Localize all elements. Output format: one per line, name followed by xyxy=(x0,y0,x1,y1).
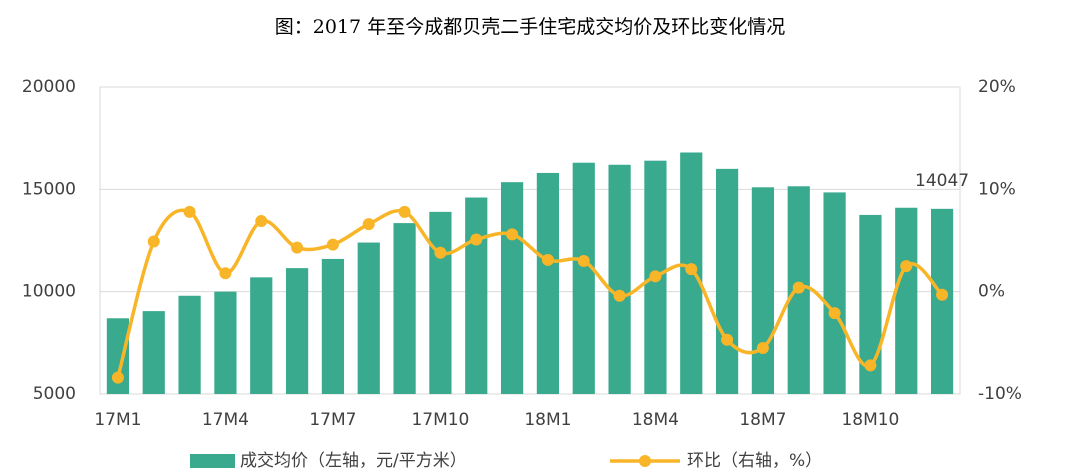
line-point xyxy=(721,333,734,346)
bar xyxy=(321,258,345,394)
y-tick-label: 5000 xyxy=(33,384,76,404)
bar xyxy=(608,164,631,394)
line-point xyxy=(398,205,411,218)
line-point xyxy=(828,307,841,320)
bar xyxy=(823,192,846,394)
bar xyxy=(357,242,380,394)
y-tick-label: 15000 xyxy=(22,179,76,199)
line-point xyxy=(183,205,196,218)
bar xyxy=(106,318,130,394)
data-label: 14047 xyxy=(915,171,969,191)
y-tick-label: 10000 xyxy=(22,282,76,302)
x-tick-label: 17M4 xyxy=(202,410,249,430)
y2-tick-label: 0% xyxy=(978,282,1005,302)
line-point xyxy=(936,288,949,301)
chart-title: 图：2017 年至今成都贝壳二手住宅成交均价及环比变化情况 xyxy=(275,16,785,38)
legend-label: 环比（右轴，%） xyxy=(687,451,822,471)
line-point xyxy=(613,289,626,302)
line-point xyxy=(147,235,160,248)
line-point xyxy=(111,371,124,384)
x-tick-label: 17M10 xyxy=(411,410,469,430)
line-point xyxy=(326,238,339,251)
line-point xyxy=(434,246,447,259)
line-point xyxy=(756,341,769,354)
bar xyxy=(465,197,488,394)
line xyxy=(116,208,944,379)
x-tick-label: 17M1 xyxy=(94,410,141,430)
bar xyxy=(178,295,201,394)
line-point xyxy=(506,228,519,241)
line-point xyxy=(685,263,698,276)
line-point xyxy=(255,215,268,228)
bar xyxy=(895,207,918,394)
bar xyxy=(536,172,560,394)
bar xyxy=(285,268,309,394)
line-point xyxy=(291,241,304,254)
y2-tick-label: -10% xyxy=(978,384,1022,404)
bar xyxy=(930,208,954,394)
line-point xyxy=(362,218,375,231)
line-point xyxy=(792,281,805,294)
legend-swatch xyxy=(639,455,651,467)
legend-swatch xyxy=(190,454,235,468)
bar xyxy=(859,214,882,394)
bar xyxy=(214,291,237,394)
y2-tick-label: 10% xyxy=(978,179,1016,199)
y-tick-label: 20000 xyxy=(22,77,76,97)
bar xyxy=(393,223,416,394)
y2-tick-label: 20% xyxy=(978,77,1016,97)
bar xyxy=(751,187,775,394)
line-point xyxy=(219,267,232,280)
line-point xyxy=(649,270,662,283)
x-tick-label: 18M10 xyxy=(841,410,899,430)
bar xyxy=(142,311,165,394)
bar xyxy=(500,182,524,394)
x-tick-label: 18M1 xyxy=(524,410,571,430)
x-tick-label: 18M7 xyxy=(739,410,786,430)
legend-label: 成交均价（左轴，元/平方米） xyxy=(240,451,467,471)
line-point xyxy=(470,233,483,246)
line-point xyxy=(577,254,590,267)
line-point xyxy=(900,260,913,273)
bar xyxy=(429,211,452,394)
line-point xyxy=(864,359,877,372)
bar xyxy=(572,162,595,394)
bar xyxy=(250,277,273,394)
bar xyxy=(715,168,739,394)
x-tick-label: 17M7 xyxy=(309,410,356,430)
x-tick-label: 18M4 xyxy=(632,410,679,430)
line-point xyxy=(541,253,554,266)
